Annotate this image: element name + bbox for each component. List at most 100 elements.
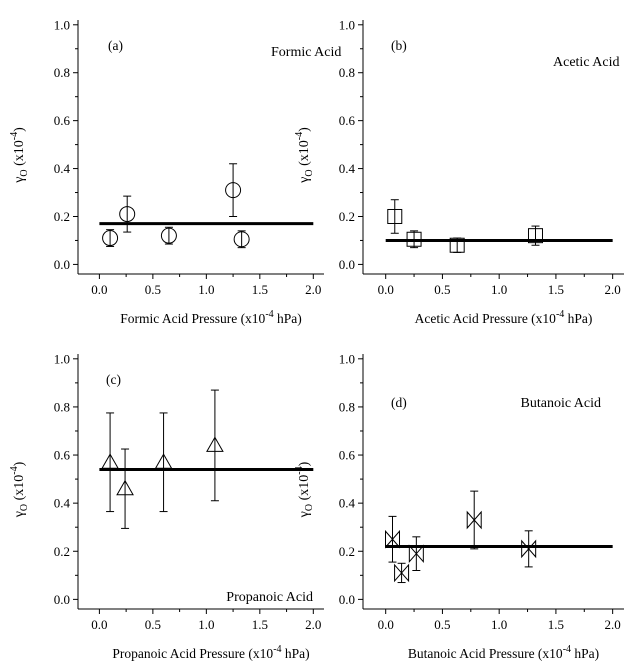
panel-d: 0.0 0.2 0.4 0.6 0.8 1.0 0.0 0.5 1.0 1.5 2.0 Butanoi… — [294, 351, 624, 661]
y-axis-title-part: (x10 — [12, 140, 27, 169]
y-tick-label: 0.6 — [54, 113, 71, 128]
x-tick-label: 0.0 — [91, 282, 107, 297]
data-point — [116, 448, 134, 529]
circle-marker — [119, 206, 136, 223]
y-axis-title-part: γ — [297, 177, 312, 184]
x-tick-label: 1.0 — [491, 282, 507, 297]
data-point — [101, 412, 119, 513]
y-tick-label: 0.4 — [339, 496, 356, 511]
bowtie-marker — [521, 539, 537, 559]
panel-a: 0.00.20.40.60.81.00.0 0.5 1.0 1.5 2.0Formic … — [9, 17, 341, 326]
y-axis-title-part: ) — [297, 127, 312, 132]
x-tick-label: 2.0 — [605, 617, 621, 632]
y-tick-label: 0.8 — [339, 65, 355, 80]
x-axis-title-unit: hPa) — [282, 646, 310, 661]
x-axis-title-text: Formic Acid Pressure (x10 — [120, 311, 265, 326]
x-axis-title-text: Butanoic Acid Pressure (x10 — [408, 646, 563, 661]
x-tick-label: 0.0 — [91, 617, 107, 632]
y-tick-label: 1.0 — [339, 17, 355, 32]
data-point — [102, 229, 119, 247]
y-tick-label: 1.0 — [339, 351, 355, 366]
y-axis-title-part: (x10 — [297, 140, 312, 169]
x-axis-title-exponent: -4 — [556, 309, 564, 320]
x-axis-title-unit: hPa) — [571, 646, 599, 661]
x-tick-label: 0.5 — [434, 282, 450, 297]
x-axis-title-unit: hPa) — [564, 311, 592, 326]
y-tick-label: 0.0 — [54, 592, 70, 607]
y-axis-title-part: γ — [12, 177, 27, 184]
y-axis-title: γO (x10-4) — [9, 461, 30, 518]
y-axis-title-part: O — [304, 169, 315, 176]
circle-marker — [225, 182, 242, 199]
x-axis-title: Propanoic Acid Pressure (x10-4 hPa) — [112, 644, 309, 661]
x-tick-label: 0.0 — [378, 617, 394, 632]
square-marker — [527, 228, 543, 244]
y-tick-label: 0.2 — [54, 209, 70, 224]
data-point — [406, 230, 422, 249]
panel-c: 0.0 0.2 0.4 0.6 0.8 1.0 0.0 0.5 1.0 1.5 2.0 Propano… — [9, 351, 324, 661]
y-tick-label: 0.6 — [54, 448, 71, 463]
x-tick-label: 2.0 — [305, 282, 321, 297]
y-axis-title-part: γ — [12, 511, 27, 518]
y-axis-title-part: -4 — [9, 466, 20, 474]
panel-letter: (a) — [108, 38, 123, 53]
triangle-marker — [154, 453, 173, 469]
data-point — [394, 562, 410, 584]
y-tick-label: 0.6 — [339, 448, 356, 463]
y-tick-label: 0.2 — [339, 209, 355, 224]
data-point — [119, 195, 136, 233]
y-axis-title-part: -4 — [294, 132, 305, 140]
x-tick-label: 1.0 — [491, 617, 507, 632]
x-tick-label: 1.0 — [198, 282, 214, 297]
data-point — [387, 199, 403, 234]
x-tick-label: 0.0 — [378, 282, 394, 297]
y-axis-title: γO (x10-4) — [294, 127, 315, 184]
y-tick-label: 0.4 — [54, 161, 71, 176]
y-axis-title-part: ) — [12, 127, 27, 132]
data-point — [225, 163, 242, 217]
x-axis-title: Acetic Acid Pressure (x10-4 hPa) — [415, 309, 593, 326]
x-tick-label: 0.5 — [145, 617, 161, 632]
x-tick-label: 1.5 — [252, 617, 268, 632]
y-axis-title-part: γ — [297, 511, 312, 518]
x-axis-title-text: Acetic Acid Pressure (x10 — [415, 311, 557, 326]
y-tick-label: 0.0 — [54, 257, 70, 272]
y-tick-label: 0.8 — [54, 399, 70, 414]
data-point — [466, 490, 482, 550]
panel-letter: (d) — [391, 395, 407, 410]
x-tick-label: 1.5 — [548, 617, 564, 632]
x-axis-title-unit: hPa) — [274, 311, 302, 326]
bowtie-marker — [385, 529, 401, 549]
y-axis-title-part: -4 — [9, 132, 20, 140]
panel-letter: (b) — [391, 38, 407, 53]
circle-marker — [160, 227, 177, 244]
x-axis-title-exponent: -4 — [563, 644, 571, 655]
x-tick-label: 2.0 — [305, 617, 321, 632]
panel-title: Butanoic Acid — [521, 396, 602, 411]
x-axis-title: Butanoic Acid Pressure (x10-4 hPa) — [408, 644, 599, 661]
y-tick-label: 0.8 — [54, 65, 70, 80]
y-axis-title-part: (x10 — [297, 475, 312, 504]
bowtie-marker — [466, 510, 482, 530]
x-tick-label: 1.0 — [198, 617, 214, 632]
panel-title: Propanoic Acid — [226, 590, 313, 605]
y-tick-label: 0.4 — [339, 161, 356, 176]
y-tick-label: 0.0 — [339, 257, 355, 272]
panel-b: 0.0 0.2 0.4 0.6 0.8 1.0 0.0 0.5 1.0 1.5 2.0 Acetic … — [294, 17, 624, 326]
square-marker — [449, 237, 465, 253]
data-point — [408, 536, 424, 572]
data-point — [154, 412, 173, 513]
x-tick-label: 2.0 — [605, 282, 621, 297]
y-tick-label: 0.0 — [339, 592, 355, 607]
data-point — [449, 237, 465, 253]
y-tick-label: 1.0 — [54, 351, 70, 366]
triangle-marker — [116, 479, 134, 496]
y-tick-label: 1.0 — [54, 17, 70, 32]
y-axis-title-part: -4 — [294, 466, 305, 474]
data-point — [385, 515, 401, 563]
x-tick-label: 1.5 — [548, 282, 564, 297]
x-tick-label: 0.5 — [145, 282, 161, 297]
triangle-marker — [206, 436, 224, 452]
y-axis-title-part: O — [304, 504, 315, 511]
